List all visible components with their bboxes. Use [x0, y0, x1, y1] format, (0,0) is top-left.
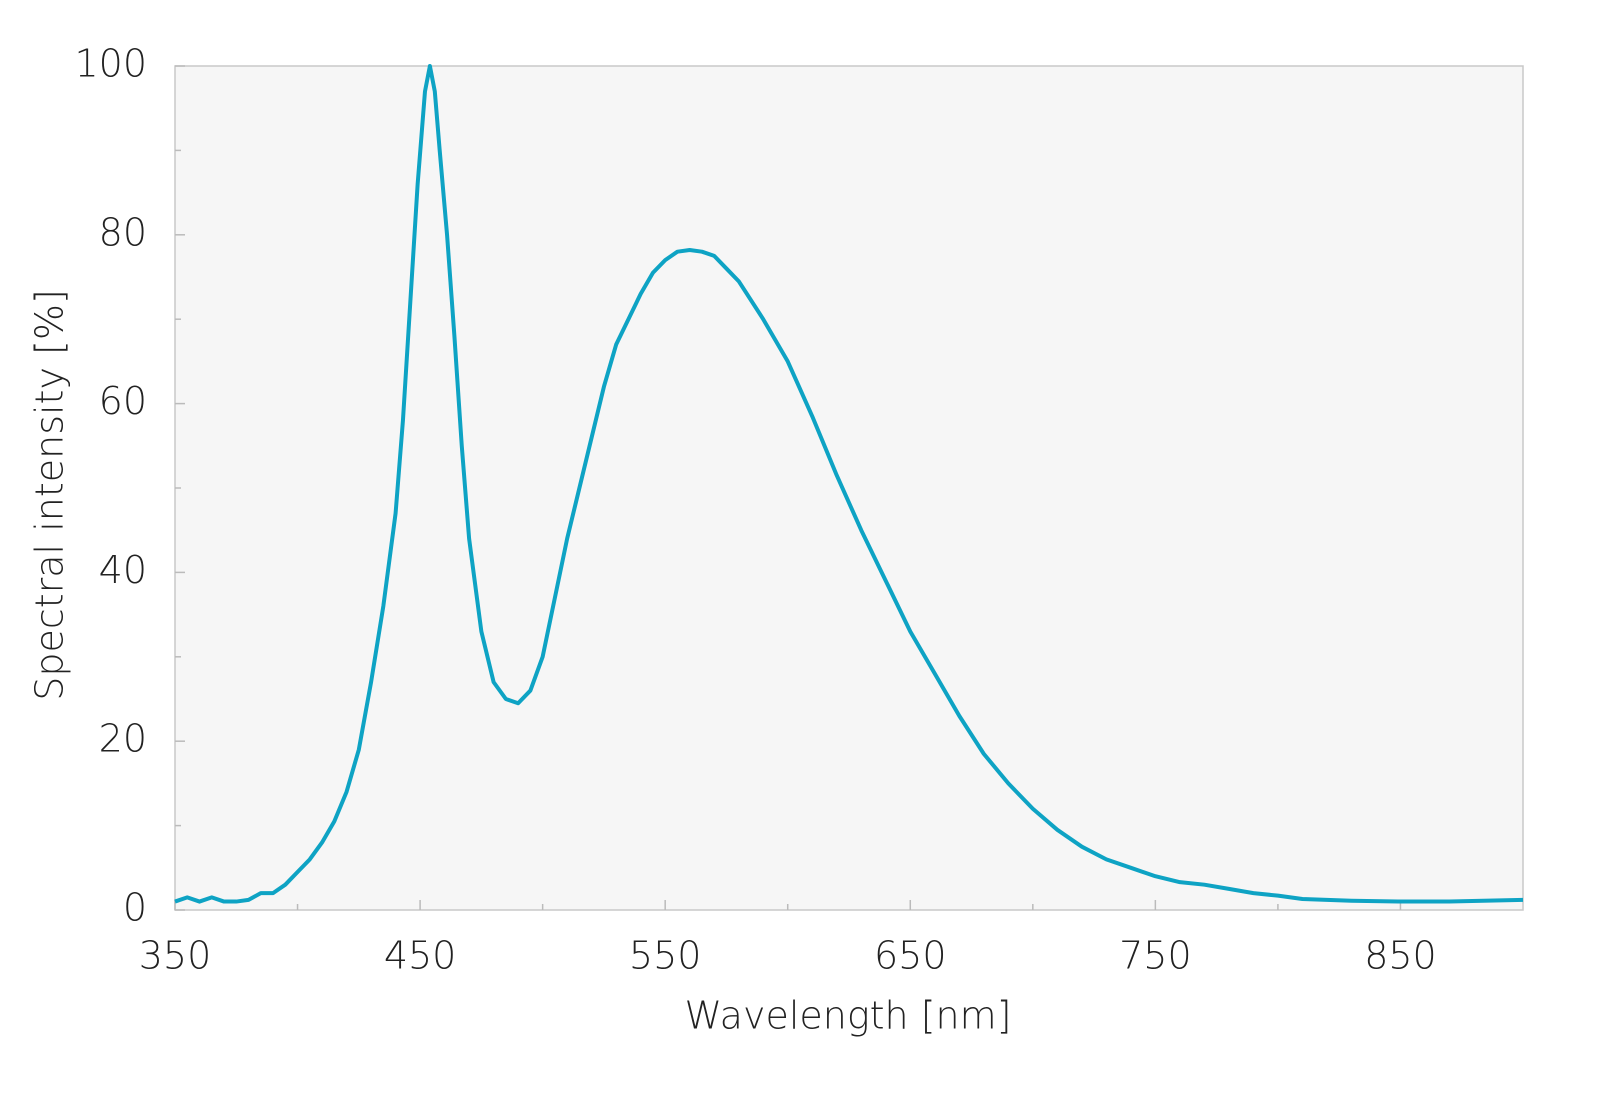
spectrum-line	[174, 64, 1524, 904]
x-axis-label: Wavelength [nm]	[685, 994, 1012, 1038]
y-tick-label: 100	[74, 42, 147, 86]
x-tick-label: 350	[139, 934, 212, 978]
x-tick-label: 650	[874, 934, 947, 978]
y-tick-label: 60	[99, 379, 147, 423]
x-tick-label: 750	[1119, 934, 1192, 978]
plot-area	[174, 65, 1524, 911]
x-tick-label: 550	[629, 934, 702, 978]
x-tick-label: 450	[384, 934, 457, 978]
y-tick-label: 40	[99, 548, 147, 592]
y-tick-label: 20	[99, 717, 147, 761]
x-tick-label: 850	[1364, 934, 1437, 978]
y-tick-label: 80	[99, 210, 147, 254]
y-tick-label: 0	[123, 886, 147, 930]
y-axis-label: Spectral intensity [%]	[28, 289, 72, 701]
